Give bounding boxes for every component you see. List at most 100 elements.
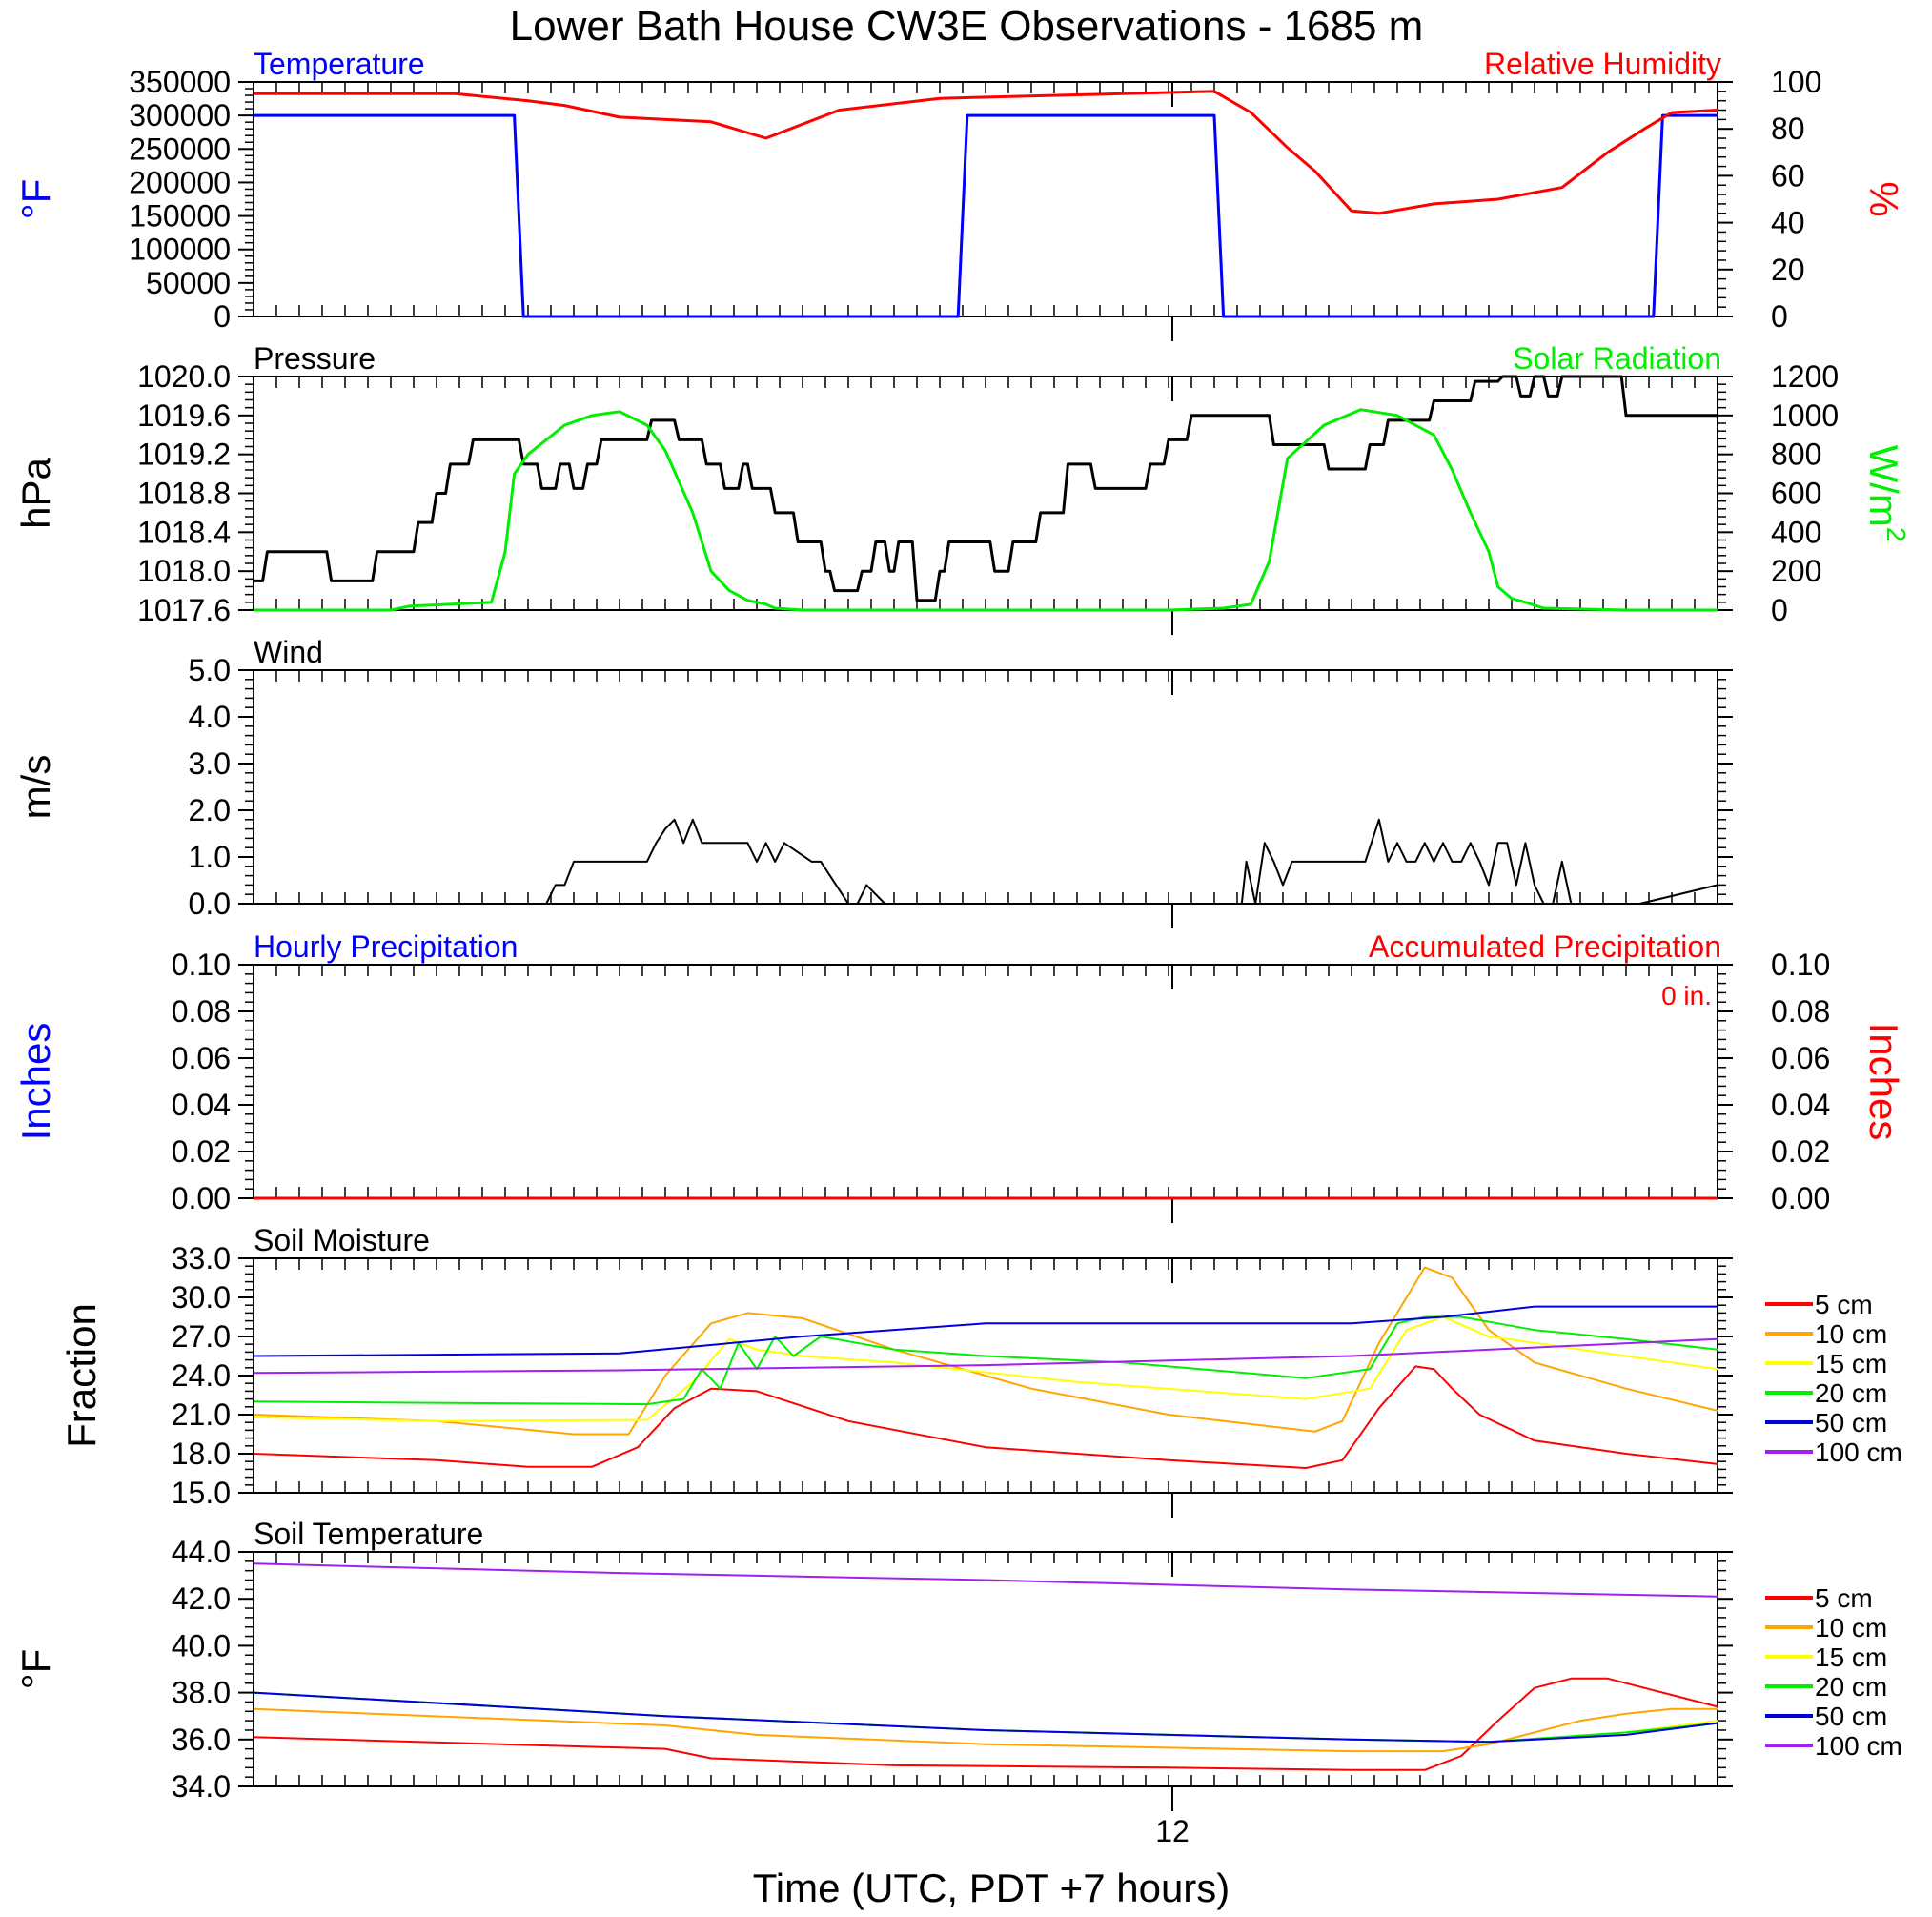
y-left-tick-label: 0.06: [172, 1041, 231, 1075]
y-right-axis-title: %: [1861, 181, 1906, 216]
y-left-tick-label: 350000: [129, 65, 231, 99]
chart-title: Lower Bath House CW3E Observations - 168…: [510, 3, 1424, 50]
y-left-tick-label: 0.02: [172, 1134, 231, 1169]
series-line-50-cm: [254, 1691, 1718, 1744]
y-left-tick-label: 50000: [146, 266, 231, 300]
panel-title-left: Soil Moisture: [254, 1223, 430, 1257]
plot-frame: [253, 669, 1718, 905]
y-right-tick-label: 0: [1771, 299, 1788, 334]
legend-label: 50 cm: [1815, 1702, 1887, 1731]
series-line-1: [254, 408, 1718, 612]
legend-label: 15 cm: [1815, 1642, 1887, 1672]
y-right-tick-label: 60: [1771, 158, 1805, 193]
x-axis-title: Time (UTC, PDT +7 hours): [753, 1866, 1230, 1910]
series-line-15-cm: [254, 1315, 1718, 1422]
y-right-axis-title: Inches: [1861, 1023, 1906, 1141]
y-left-tick-label: 0.0: [189, 887, 231, 921]
panel-soil_moisture: 15.0 18.0 21.0 24.0 27.0 30.0 33.0 Soil Moistur…: [59, 1223, 1902, 1518]
panel-title-left: Hourly Precipitation: [254, 929, 518, 964]
panel-temp_rh: 0500001000001500002000002500003000003500…: [13, 47, 1906, 341]
y-left-tick-label: 36.0: [172, 1723, 231, 1757]
series-line-1: [254, 90, 1718, 215]
series-line-0: [254, 375, 1718, 602]
y-left-tick-label: 1019.2: [137, 438, 231, 472]
y-right-tick-label: 800: [1771, 438, 1821, 472]
series-line-5-cm: [254, 1677, 1718, 1771]
chart-panels: 0500001000001500002000002500003000003500…: [13, 47, 1911, 1848]
panel-pressure_solar: 1017.6 1018.0 1018.4 1018.8 1019.2 1019.6 1020…: [13, 341, 1911, 635]
y-right-tick-label: 200: [1771, 554, 1821, 588]
y-left-tick-label: 150000: [129, 199, 231, 234]
series-line-100-cm: [254, 1562, 1718, 1598]
panel-wind: 0.0 1.0 2.0 3.0 4.0 5.0 Wind m/s: [13, 635, 1733, 928]
y-left-tick-label: 300000: [129, 98, 231, 133]
legend-label: 15 cm: [1815, 1349, 1887, 1378]
legend-label: 10 cm: [1815, 1319, 1887, 1349]
y-left-axis-title: m/s: [13, 755, 58, 820]
y-left-tick-label: 0.08: [172, 994, 231, 1029]
y-left-tick-label: 1020.0: [137, 359, 231, 394]
y-left-tick-label: 3.0: [189, 746, 231, 781]
y-left-tick-label: 40.0: [172, 1628, 231, 1662]
y-right-tick-label: 0.10: [1771, 948, 1830, 982]
y-right-tick-label: 20: [1771, 253, 1805, 287]
y-left-tick-label: 44.0: [172, 1535, 231, 1569]
series-line-10-cm: [254, 1266, 1718, 1436]
y-right-tick-label: 0.08: [1771, 994, 1830, 1029]
y-left-tick-label: 0.04: [172, 1088, 231, 1122]
legend-label: 5 cm: [1815, 1583, 1873, 1613]
y-right-tick-label: 600: [1771, 477, 1821, 511]
y-right-tick-label: 400: [1771, 515, 1821, 549]
accumulated-total-label: 0 in.: [1661, 981, 1712, 1010]
plot-frame: [253, 376, 1718, 611]
legend-label: 100 cm: [1815, 1438, 1902, 1467]
panel-title-left: Soil Temperature: [254, 1517, 483, 1551]
y-left-tick-label: 1017.6: [137, 593, 231, 627]
legend-label: 20 cm: [1815, 1672, 1887, 1702]
x-tick-label: 12: [1155, 1814, 1190, 1848]
y-left-tick-label: 42.0: [172, 1581, 231, 1616]
series-line-5-cm: [254, 1365, 1718, 1469]
y-right-axis-title-text: %: [1861, 181, 1906, 216]
y-left-tick-label: 250000: [129, 132, 231, 166]
y-left-tick-label: 4.0: [189, 700, 231, 734]
y-right-tick-label: 80: [1771, 112, 1805, 146]
legend-label: 100 cm: [1815, 1731, 1902, 1761]
y-left-tick-label: 1019.6: [137, 398, 231, 433]
y-right-tick-label: 1000: [1771, 398, 1839, 433]
legend-label: 10 cm: [1815, 1613, 1887, 1642]
y-right-axis-title-text: W/m: [1861, 445, 1906, 527]
panel-title-right: Relative Humidity: [1484, 47, 1721, 81]
panel-title-left: Pressure: [254, 341, 376, 376]
panel-soil_temperature: 34.0 36.0 38.0 40.0 42.0 44.0 Soil Temperature…: [13, 1517, 1902, 1811]
plot-frame: [253, 964, 1718, 1199]
panel-precip: 0.00 0.02 0.04 0.06 0.08 0.10 0.00 0.02 0.04 0.06…: [13, 929, 1906, 1223]
series-line-50-cm: [254, 1305, 1718, 1357]
y-left-tick-label: 5.0: [189, 653, 231, 687]
legend-label: 5 cm: [1815, 1290, 1873, 1319]
panel-title-right: Solar Radiation: [1513, 341, 1721, 376]
y-left-tick-label: 30.0: [172, 1280, 231, 1315]
y-right-tick-label: 0.00: [1771, 1181, 1830, 1215]
y-left-tick-label: 21.0: [172, 1397, 231, 1432]
legend-label: 20 cm: [1815, 1378, 1887, 1408]
y-left-tick-label: 27.0: [172, 1319, 231, 1354]
panel-title-right: Accumulated Precipitation: [1369, 929, 1721, 964]
y-left-tick-label: 100000: [129, 233, 231, 267]
y-right-tick-label: 1200: [1771, 359, 1839, 394]
y-right-axis-title: W/m2: [1861, 445, 1911, 542]
y-left-tick-label: 1018.0: [137, 554, 231, 588]
series-line-0: [254, 818, 1718, 905]
y-left-axis-title: hPa: [13, 457, 58, 528]
y-right-tick-label: 0: [1771, 593, 1788, 627]
y-right-tick-label: 100: [1771, 65, 1821, 99]
y-left-tick-label: 0: [214, 299, 231, 334]
y-left-tick-label: 200000: [129, 165, 231, 199]
panel-title-left: Temperature: [254, 47, 425, 81]
series-line-20-cm: [254, 1315, 1718, 1406]
panel-title-left: Wind: [254, 635, 323, 669]
y-right-tick-label: 0.04: [1771, 1088, 1830, 1122]
y-left-tick-label: 0.00: [172, 1181, 231, 1215]
y-left-tick-label: 1018.4: [137, 515, 231, 549]
